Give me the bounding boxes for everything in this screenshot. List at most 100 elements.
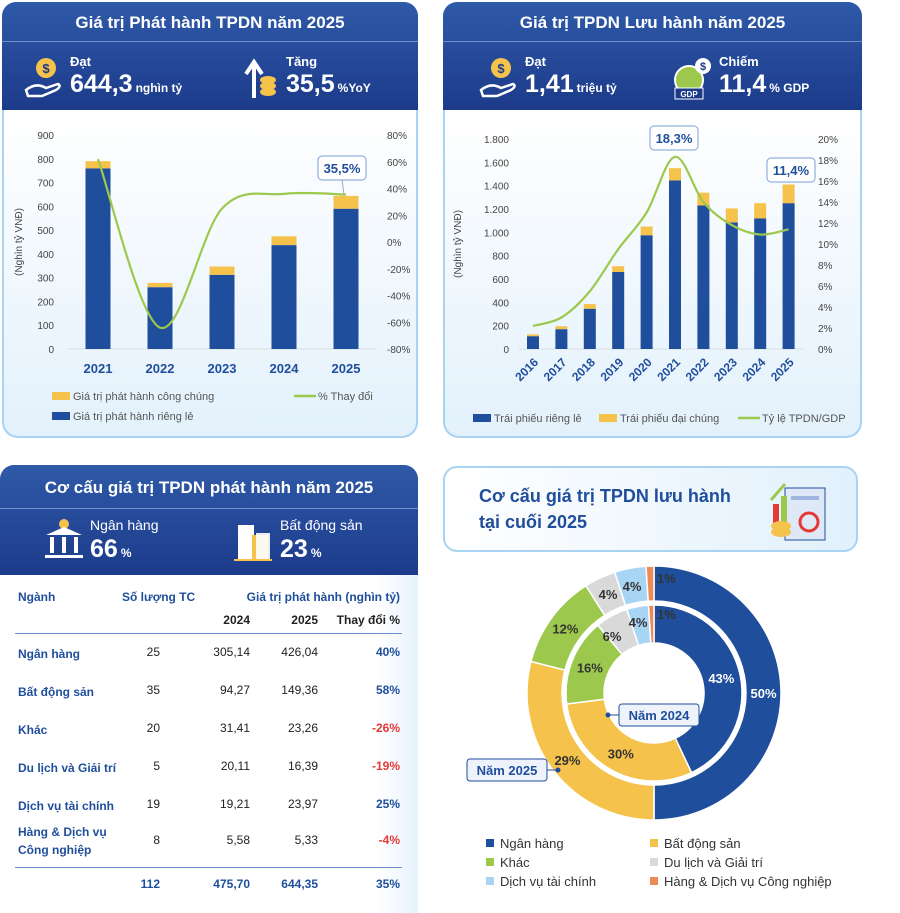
legend-private-swatch <box>52 412 70 420</box>
cell-change: -19% <box>371 759 400 773</box>
cell-count: 25 <box>146 645 160 659</box>
y-tick-label: 600 <box>37 202 54 213</box>
y2-tick-label: 18% <box>818 156 838 167</box>
donut-slice-outer <box>645 565 655 602</box>
x-tick-label: 2016 <box>512 355 541 384</box>
issuance-value-stat: $ Đạt 644,3 nghìn tỷ <box>24 52 194 108</box>
y-tick-label: 1.200 <box>484 205 509 216</box>
donut-label: 4% <box>599 587 618 602</box>
cell-sector: Ngân hàng <box>18 647 80 661</box>
legend-label: Hàng & Dịch vụ Công nghiệp <box>664 874 832 889</box>
y-tick-label: 1.800 <box>484 135 509 146</box>
x-tick-label: 2023 <box>208 361 237 376</box>
cell-count: 5 <box>153 759 160 773</box>
building-icon <box>234 519 274 563</box>
y2-tick-label: 4% <box>818 303 833 314</box>
cell-count: 20 <box>146 721 160 735</box>
structure-title: Cơ cấu giá trị TPDN phát hành năm 2025 <box>0 465 418 509</box>
real-estate-share-stat: Bất động sản 23% <box>234 515 414 571</box>
y-tick-label: 1.400 <box>484 182 509 193</box>
legend-public: Trái phiếu đại chúng <box>620 413 719 425</box>
svg-text:GDP: GDP <box>680 90 698 99</box>
svg-text:$: $ <box>42 61 50 76</box>
issuance-chart-box: 0 100 200 300 400 500 600 700 800 900 -80% -60% -40%… <box>2 110 418 438</box>
annotation-2021: 18,3% <box>656 131 693 146</box>
x-tick-label: 2020 <box>626 355 655 384</box>
x-tick-label: 2017 <box>541 355 570 384</box>
total-count: 112 <box>140 877 160 891</box>
bar-public <box>271 236 297 246</box>
bar-public <box>725 208 738 223</box>
bank-share-stat: Ngân hàng 66% <box>44 515 204 571</box>
issuance-title: Giá trị Phát hành TPDN năm 2025 <box>2 2 418 42</box>
y-tick-label: 600 <box>492 275 509 286</box>
donut-slice-inner <box>653 604 743 774</box>
y-tick-label: 800 <box>492 252 509 263</box>
cell-sector: Hàng & Dịch vụ Công nghiệp <box>18 825 107 857</box>
cell-count: 19 <box>146 797 160 811</box>
outstanding-structure-title-box: Cơ cấu giá trị TPDN lưu hành tại cuối 20… <box>443 466 858 552</box>
bar-private <box>583 308 596 349</box>
legend-swatch <box>486 877 494 885</box>
y-tick-label: 900 <box>37 131 54 142</box>
donut-slice-inner <box>565 698 693 782</box>
bar-private <box>271 245 297 349</box>
y-tick-label: 300 <box>37 274 54 285</box>
col-change: Thay đổi % <box>336 613 400 627</box>
y2-tick-label: 0% <box>818 345 833 356</box>
cell-count: 8 <box>153 833 160 847</box>
donut-label: 16% <box>577 661 603 676</box>
outstanding-chart: 0 200 400 600 800 1.000 1.200 1.400 1.600 1.800 0%… <box>452 125 846 425</box>
bar-private <box>725 222 738 349</box>
y-tick-label: 0 <box>503 345 509 356</box>
y2-tick-label: -40% <box>387 292 410 303</box>
legend-item: Du lịch và Giải trí <box>650 855 763 870</box>
legend-item: Dịch vụ tài chính <box>486 874 596 889</box>
tag-2025: Năm 2025 <box>477 763 538 778</box>
legend-item: Bất động sản <box>650 836 741 851</box>
total-2025: 644,35 <box>281 877 318 891</box>
legend-label: Ngân hàng <box>500 836 564 851</box>
annotation-2021-box <box>649 125 699 151</box>
bar-private <box>555 329 568 349</box>
hand-coin-icon: $ <box>24 56 64 100</box>
x-tick-label: 2024 <box>740 355 769 384</box>
y-tick-label: 0 <box>48 345 54 356</box>
bar-public <box>555 326 568 330</box>
bar-private <box>333 208 359 349</box>
legend-item: Khác <box>486 855 530 870</box>
legend-swatch <box>486 839 494 847</box>
y2-tick-label: 12% <box>818 219 838 230</box>
donut-label: 50% <box>750 686 776 701</box>
legend-public-swatch <box>599 414 617 422</box>
bar-public <box>754 203 767 219</box>
donut-label: 30% <box>608 746 634 761</box>
table-row: Khác 20 31,41 23,26 -26% <box>0 721 418 755</box>
donut-slice-outer <box>653 565 782 820</box>
bar-public <box>209 266 235 275</box>
legend-swatch <box>650 839 658 847</box>
bond-document-chart-icon <box>763 474 835 551</box>
col-value-group: Giá trị phát hành (nghìn tỷ) <box>246 590 400 604</box>
issuance-header: Giá trị Phát hành TPDN năm 2025 $ Đạt 64… <box>2 2 418 110</box>
outstanding-structure-donut: 50% 29% 12% 4% 4% 1% 43% 30% 16% 6% 4% 1% Năm 2024 Nă… <box>466 565 782 820</box>
cell-2025: 5,33 <box>294 833 318 847</box>
table-row: Du lịch và Giải trí 5 20,11 16,39 -19% <box>0 759 418 793</box>
tag-2024-dot <box>605 712 611 718</box>
outstanding-gdp-stat: $ GDP Chiếm 11,4% GDP <box>673 52 853 108</box>
tag-2025-dot <box>555 767 561 773</box>
bar-public <box>669 168 681 181</box>
sector-table: Ngành Số lượng TC Giá trị phát hành (ngh… <box>0 575 418 913</box>
issuance-growth-stat: Tăng 35,5 %YoY <box>240 52 410 108</box>
col-sector: Ngành <box>18 590 56 604</box>
y2-tick-label: 40% <box>387 185 407 196</box>
bar-public <box>85 161 111 169</box>
bar-public <box>583 304 596 309</box>
outstanding-value-stat: $ Đạt 1,41 triệu tỷ <box>479 52 649 108</box>
outstanding-header: Giá trị TPDN Lưu hành năm 2025 $ Đạt 1,4… <box>443 2 862 110</box>
divider <box>15 867 402 868</box>
cell-2025: 16,39 <box>287 759 318 773</box>
tag-2024: Năm 2024 <box>629 708 690 723</box>
y2-tick-label: 60% <box>387 158 407 169</box>
bar-private <box>754 218 767 349</box>
